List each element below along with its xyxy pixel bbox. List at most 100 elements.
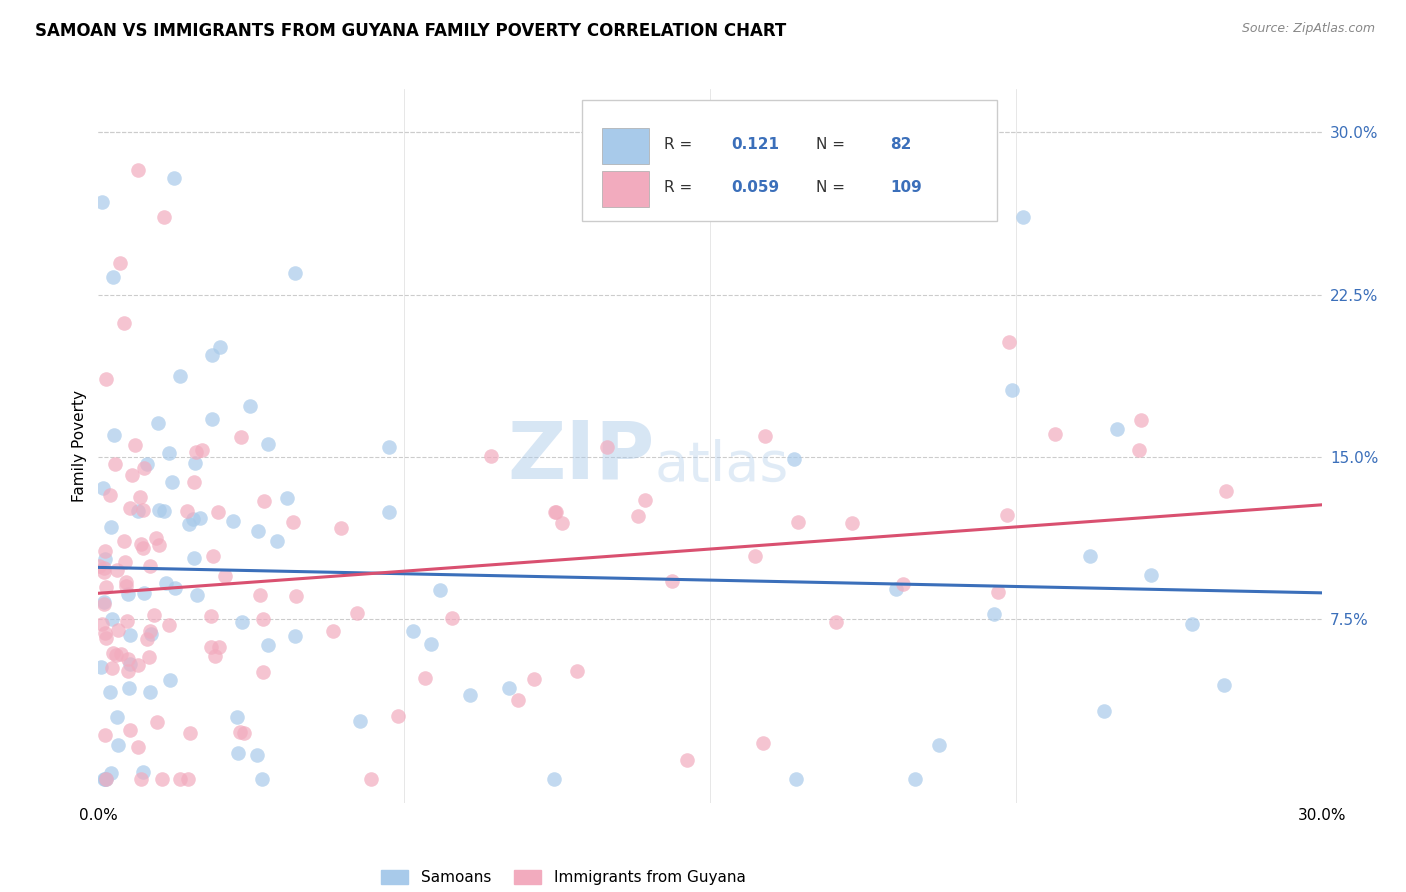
Text: R =: R =	[664, 136, 692, 152]
Point	[132, 541, 155, 555]
Point	[550, 516, 572, 530]
Point	[114, 574, 136, 589]
Point	[150, 772, 173, 786]
Point	[200, 609, 222, 624]
Point	[127, 162, 149, 177]
Point	[118, 628, 141, 642]
Point	[163, 171, 186, 186]
Point	[253, 494, 276, 508]
Point	[257, 639, 280, 653]
Point	[284, 266, 307, 280]
FancyBboxPatch shape	[602, 171, 650, 207]
Point	[134, 460, 156, 475]
Point	[120, 501, 142, 516]
Point	[387, 709, 409, 723]
Point	[284, 590, 307, 604]
Point	[498, 681, 520, 695]
Point	[94, 626, 117, 640]
Point	[208, 640, 231, 654]
Point	[378, 440, 401, 454]
Point	[157, 446, 180, 460]
Text: N =: N =	[817, 136, 845, 152]
Point	[256, 437, 278, 451]
Point	[112, 316, 135, 330]
Point	[987, 584, 1010, 599]
Point	[94, 581, 117, 595]
Point	[169, 772, 191, 786]
Point	[349, 714, 371, 728]
Point	[276, 491, 298, 506]
Point	[148, 503, 170, 517]
Point	[93, 772, 115, 786]
Point	[114, 555, 136, 569]
Point	[107, 563, 129, 577]
Point	[1043, 427, 1066, 442]
Text: R =: R =	[664, 180, 692, 195]
Point	[785, 772, 807, 786]
Text: N =: N =	[817, 180, 845, 195]
Point	[118, 723, 141, 738]
Point	[783, 451, 806, 466]
Point	[132, 764, 155, 779]
Point	[105, 648, 128, 662]
Point	[546, 505, 568, 519]
Point	[153, 210, 176, 224]
Point	[283, 515, 305, 529]
Point	[1001, 383, 1024, 397]
Point	[184, 456, 207, 470]
Point	[250, 772, 273, 786]
Point	[117, 587, 139, 601]
Point	[107, 624, 129, 638]
Point	[841, 516, 863, 531]
Point	[252, 612, 274, 626]
Point	[183, 551, 205, 566]
Point	[214, 568, 236, 582]
Point	[129, 772, 152, 786]
Point	[132, 585, 155, 599]
Point	[1181, 616, 1204, 631]
Point	[101, 612, 124, 626]
Point	[139, 685, 162, 699]
Point	[627, 509, 650, 524]
Point	[226, 746, 249, 760]
Point	[100, 488, 122, 502]
Point	[1215, 483, 1237, 498]
Point	[90, 660, 112, 674]
Point	[100, 520, 122, 534]
Point	[157, 618, 180, 632]
Point	[162, 475, 184, 489]
Point	[1012, 210, 1035, 224]
Point	[329, 521, 352, 535]
Point	[129, 537, 152, 551]
Point	[117, 652, 139, 666]
Point	[506, 693, 529, 707]
FancyBboxPatch shape	[602, 128, 650, 164]
FancyBboxPatch shape	[582, 100, 997, 221]
Point	[94, 772, 117, 786]
Text: SAMOAN VS IMMIGRANTS FROM GUYANA FAMILY POVERTY CORRELATION CHART: SAMOAN VS IMMIGRANTS FROM GUYANA FAMILY …	[35, 22, 786, 40]
Point	[239, 400, 262, 414]
Point	[284, 629, 307, 643]
Point	[204, 648, 226, 663]
Point	[419, 636, 441, 650]
Point	[188, 511, 211, 525]
Point	[226, 709, 249, 723]
Point	[93, 597, 115, 611]
Point	[754, 429, 776, 443]
Point	[108, 256, 131, 270]
Point	[744, 549, 766, 563]
Point	[266, 534, 288, 549]
Point	[93, 772, 115, 786]
Point	[94, 372, 117, 386]
Point	[165, 582, 187, 596]
Point	[94, 772, 117, 786]
Point	[135, 632, 157, 647]
Point	[127, 739, 149, 754]
Point	[322, 624, 344, 639]
Point	[207, 505, 229, 519]
Point	[132, 503, 155, 517]
Point	[127, 658, 149, 673]
Point	[891, 577, 914, 591]
Text: atlas: atlas	[655, 439, 789, 493]
Point	[93, 552, 115, 566]
